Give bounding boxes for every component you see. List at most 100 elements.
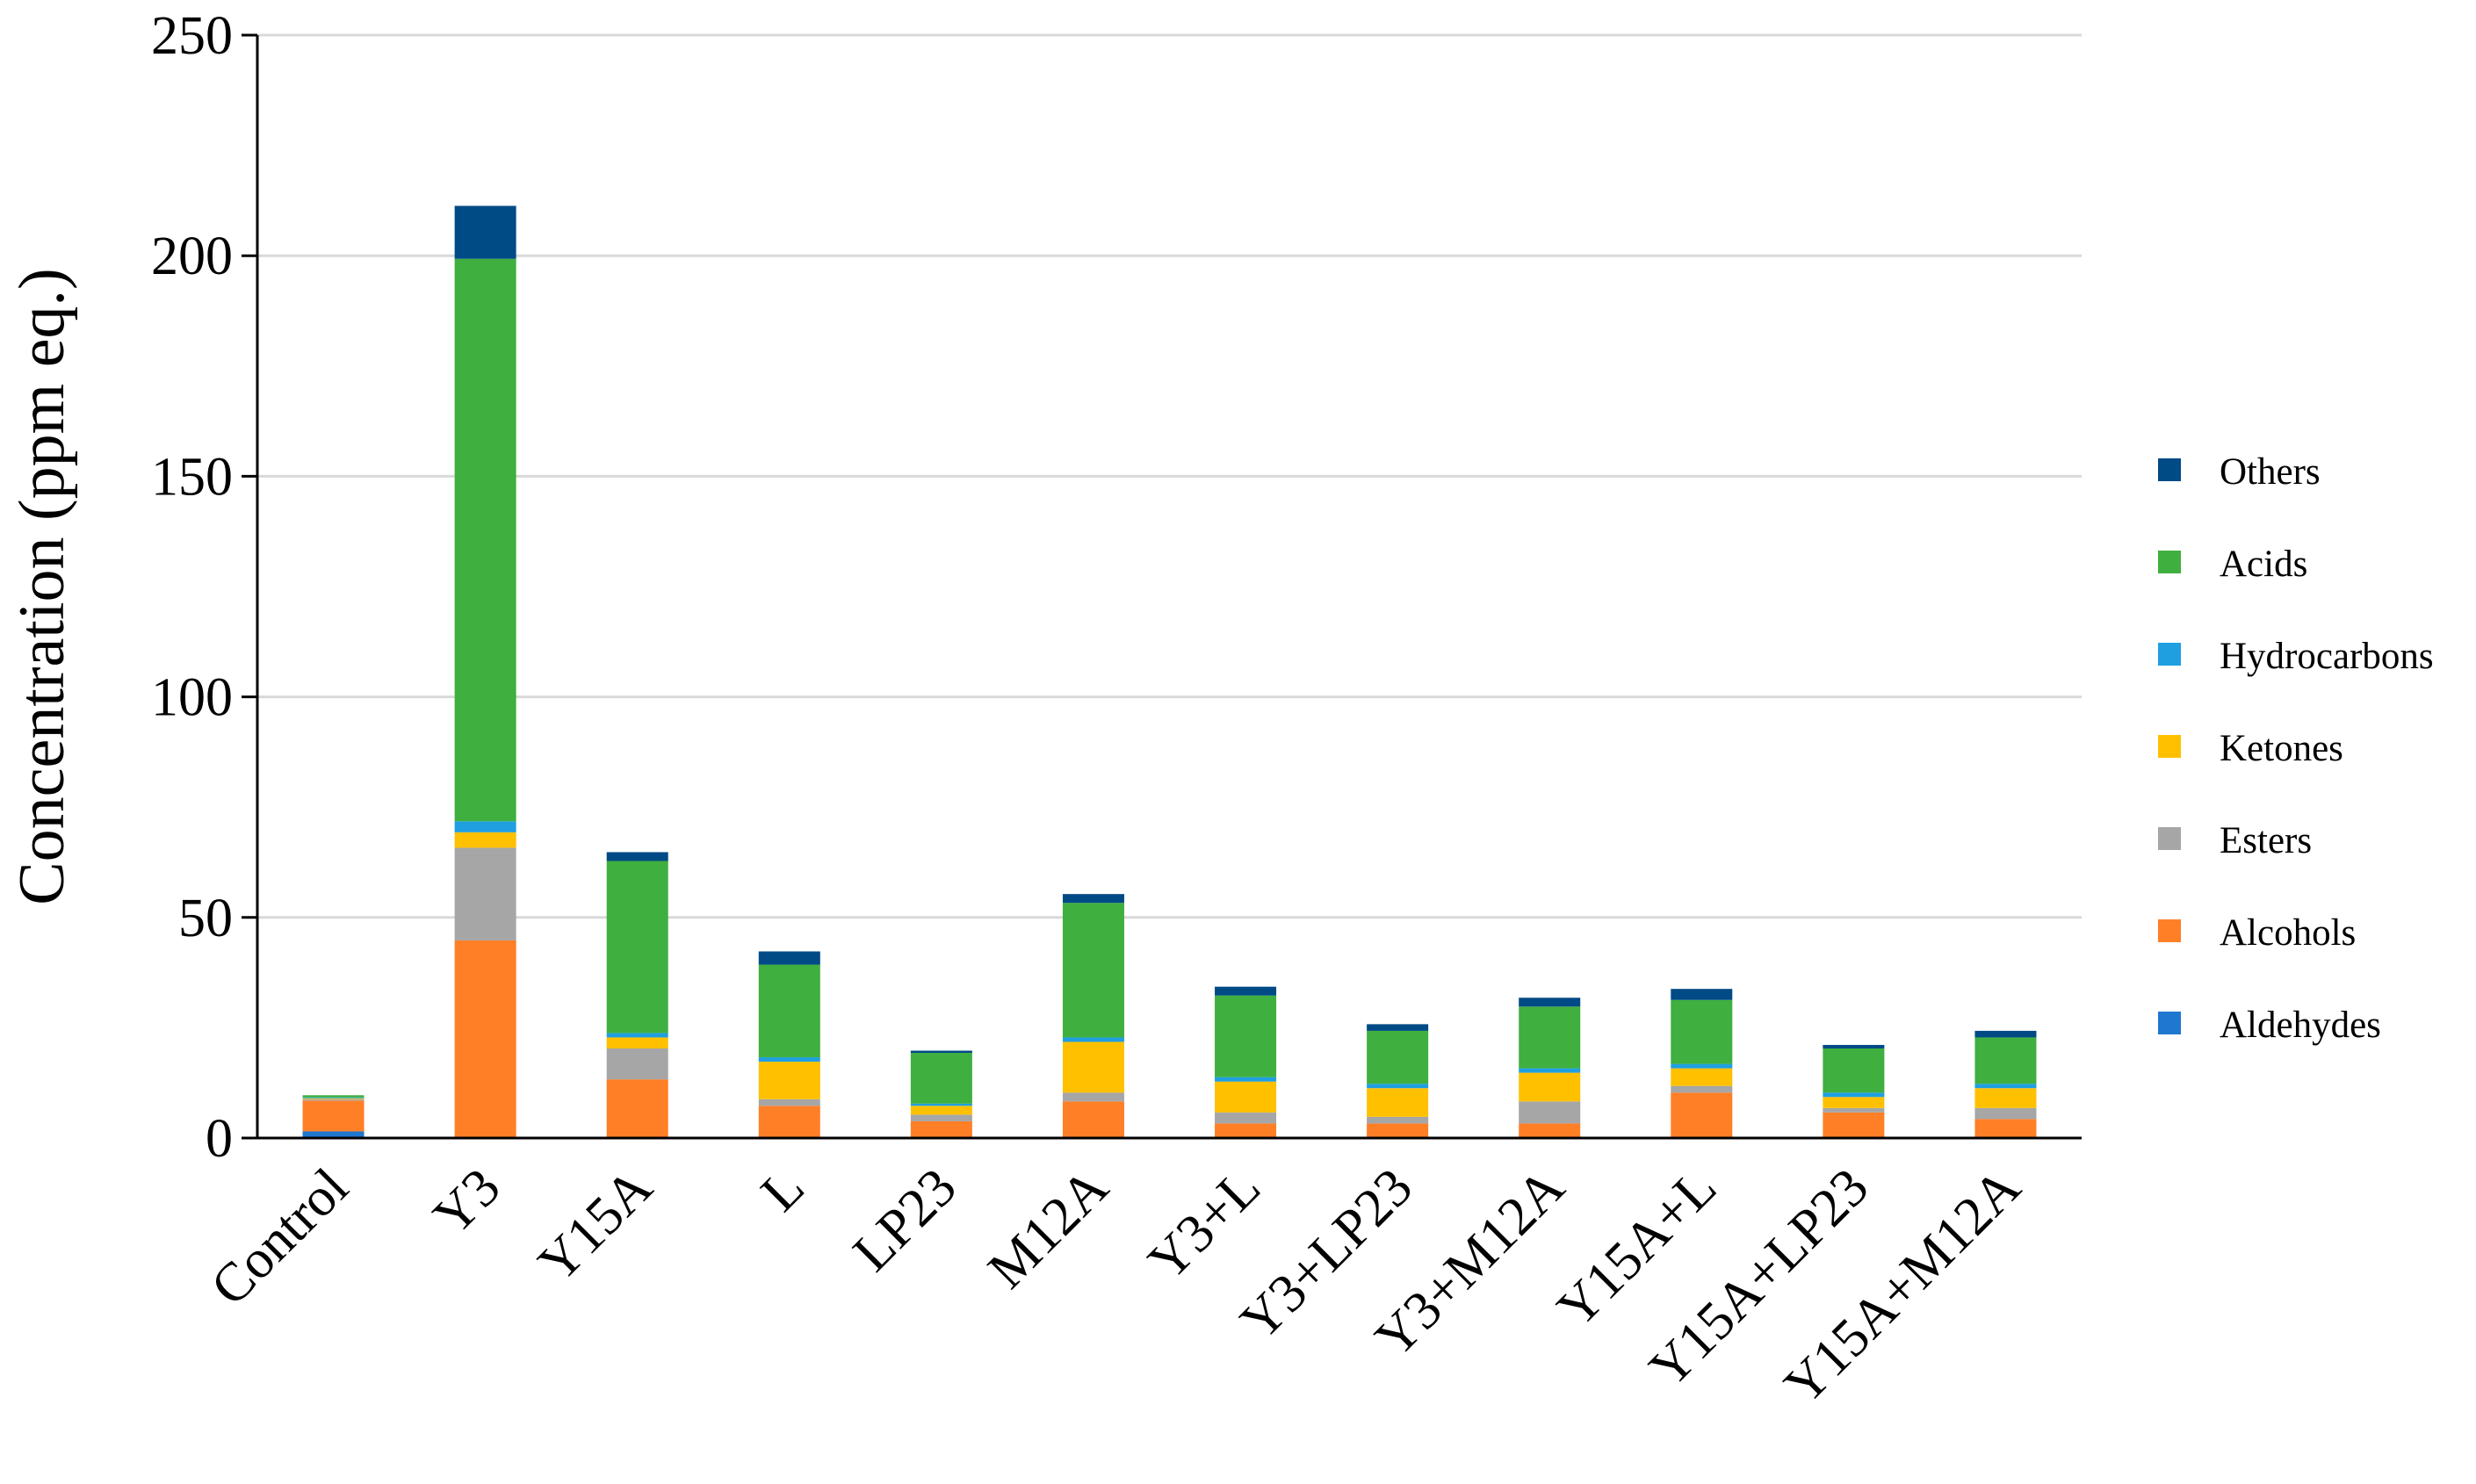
gridlines — [257, 33, 2082, 919]
bar-segment — [1062, 1037, 1124, 1042]
bar-segment — [1367, 1123, 1429, 1137]
bar-segment — [454, 258, 516, 822]
y-tick-label: 50 — [178, 889, 233, 948]
bar-segment — [910, 1053, 972, 1104]
bar-segment — [606, 1033, 668, 1038]
bar-segment — [1519, 998, 1581, 1007]
legend-label: Esters — [2220, 820, 2312, 861]
legend-swatch — [2158, 735, 2181, 758]
bar-segment — [1367, 1088, 1429, 1117]
legend-label: Ketones — [2220, 728, 2343, 769]
x-tick-label: LP23 — [842, 1157, 968, 1283]
bar-segment — [302, 1095, 365, 1098]
legend-swatch — [2158, 1012, 2181, 1034]
bar-segment — [1823, 1048, 1885, 1093]
bar-segment — [1671, 999, 1733, 1064]
legend-label: Others — [2220, 451, 2321, 493]
bar-segment — [1519, 1123, 1581, 1137]
bar-segment — [910, 1050, 972, 1054]
legend-swatch — [2158, 643, 2181, 666]
bar-segment — [1062, 1041, 1124, 1093]
bar-segment — [1823, 1097, 1885, 1108]
bar-segment — [758, 1057, 820, 1063]
y-tick-label: 0 — [206, 1109, 233, 1169]
y-tick-labels: 0 50 100 150 200 250 — [151, 6, 257, 1169]
x-tick-labels: Control Y3 Y15A L LP23 M12A Y3+LY3+LP23Y3+M12A… — [199, 1157, 2032, 1416]
bar-segment — [1367, 1084, 1429, 1089]
bar-segment — [1671, 1068, 1733, 1086]
bar-segment — [454, 205, 516, 259]
bar-segment — [1367, 1116, 1429, 1124]
bar-segment — [1823, 1107, 1885, 1113]
bar-segment — [758, 1106, 820, 1137]
bar-segment — [1215, 1081, 1277, 1113]
bar-segment — [1062, 1092, 1124, 1102]
bar-segment — [302, 1097, 365, 1099]
legend-swatch — [2158, 458, 2181, 481]
bar-segment — [606, 861, 668, 1034]
bar-segment — [1671, 989, 1733, 1000]
bar-segment — [758, 951, 820, 965]
bar-segment — [1367, 1030, 1429, 1084]
y-tick-label: 100 — [151, 668, 233, 728]
x-tick-label: Y3+L — [1137, 1157, 1272, 1292]
bar-segment — [606, 852, 668, 861]
legend-label: Acids — [2220, 544, 2307, 585]
bar-segment — [454, 821, 516, 832]
bar-segment — [1062, 903, 1124, 1038]
legend-swatch — [2158, 551, 2181, 573]
bar-segment — [1974, 1107, 2037, 1120]
bar-segment — [1823, 1092, 1885, 1098]
bar-segment — [1215, 1112, 1277, 1124]
bar-segment — [1519, 1068, 1581, 1073]
bar-segment — [910, 1103, 972, 1106]
bar-segment — [758, 1062, 820, 1099]
bar-segment — [758, 964, 820, 1058]
x-tick-label: M12A — [977, 1157, 1120, 1300]
y-tick-label: 200 — [151, 227, 233, 286]
bar-segment — [1974, 1084, 2037, 1089]
bar-segment — [302, 1099, 365, 1101]
legend-label: Aldehydes — [2220, 1005, 2381, 1046]
bar-segment — [1215, 995, 1277, 1077]
bars — [302, 205, 2037, 1138]
y-axis-title: Concentration (ppm eq.) — [6, 268, 78, 904]
bar-segment — [454, 940, 516, 1137]
bar-segment — [1215, 1123, 1277, 1137]
bar-segment — [910, 1120, 972, 1137]
bar-segment — [1215, 1077, 1277, 1082]
bar-segment — [1974, 1037, 2037, 1084]
bar-segment — [1671, 1063, 1733, 1069]
bar-segment — [1519, 1101, 1581, 1124]
bar-segment — [1974, 1088, 2037, 1108]
bar-segment — [606, 1037, 668, 1049]
bar-segment — [1215, 986, 1277, 996]
legend-swatch — [2158, 919, 2181, 942]
bar-segment — [1519, 1072, 1581, 1102]
bar-segment — [302, 1131, 365, 1138]
bar-segment — [1974, 1119, 2037, 1137]
bar-segment — [606, 1079, 668, 1137]
legend-label: Alcohols — [2220, 912, 2356, 954]
bar-segment — [1671, 1085, 1733, 1093]
legend-label: Hydrocarbons — [2220, 636, 2434, 677]
bar-segment — [302, 1100, 365, 1132]
y-tick-label: 250 — [151, 6, 233, 66]
axes — [256, 35, 2082, 1140]
bar-segment — [758, 1099, 820, 1106]
legend-swatch — [2158, 827, 2181, 850]
bar-segment — [454, 847, 516, 940]
bar-segment — [1367, 1024, 1429, 1031]
x-tick-label: Y15A — [527, 1157, 663, 1293]
bar-segment — [606, 1048, 668, 1080]
bar-segment — [910, 1114, 972, 1121]
y-tick-label: 150 — [151, 447, 233, 507]
bar-segment — [1062, 1101, 1124, 1137]
x-tick-label: L — [750, 1157, 816, 1223]
bar-segment — [910, 1106, 972, 1115]
bar-segment — [1062, 894, 1124, 904]
x-tick-label: Control — [199, 1157, 359, 1317]
bar-segment — [454, 832, 516, 848]
bar-segment — [1974, 1030, 2037, 1038]
